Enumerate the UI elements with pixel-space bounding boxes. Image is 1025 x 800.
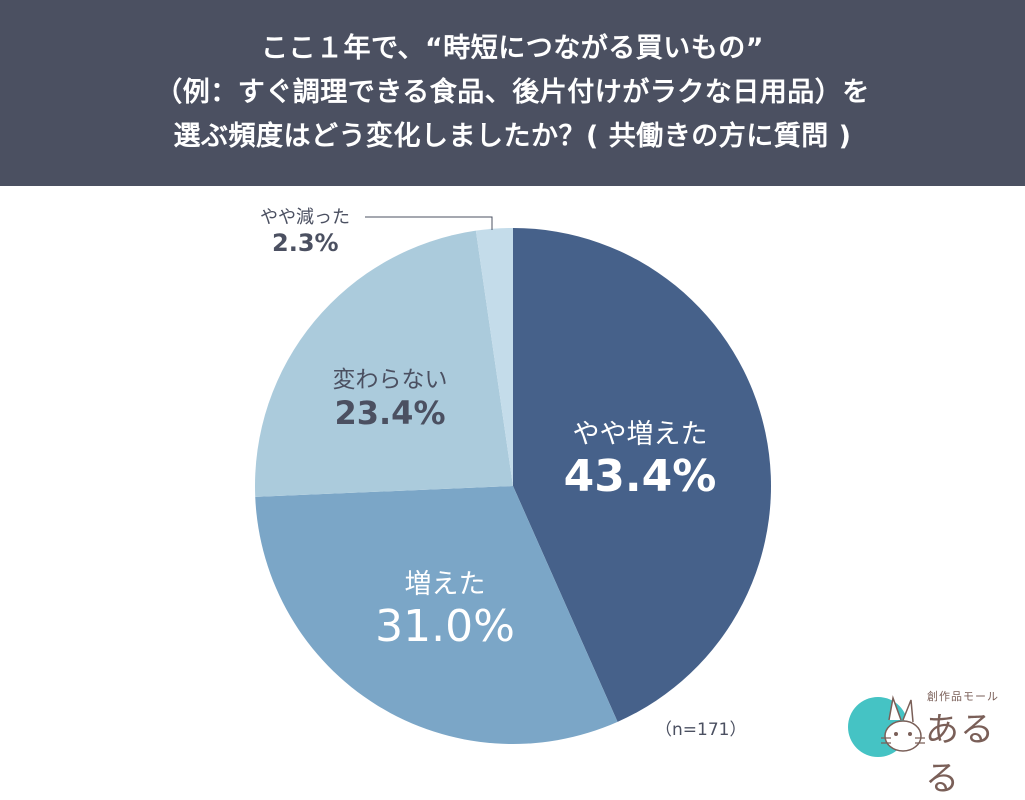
- title-line-2: （例：すぐ調理できる食品、後片付けがラクな日用品）を: [155, 77, 870, 108]
- slice-slightly-increased: [513, 228, 771, 722]
- pie-chart: [255, 216, 771, 744]
- label-name: やや増えた: [572, 419, 708, 450]
- logo-subtitle: 創作品モール: [927, 690, 999, 703]
- rabbit-face-icon: [884, 720, 922, 752]
- label-percent: 2.3%: [272, 229, 339, 257]
- label-name: やや減った: [260, 207, 350, 228]
- label-name: 変わらない: [332, 367, 448, 393]
- label-percent: 23.4%: [334, 394, 446, 432]
- sample-size-note: （n=171）: [655, 720, 747, 740]
- aruru-logo: [848, 695, 925, 757]
- slice-slightly-decreased: [475, 228, 513, 486]
- logo-name: あるる: [925, 710, 995, 799]
- title-line-3: 選ぶ頻度はどう変化しましたか？( 共働きの方に質問 ): [173, 121, 852, 152]
- label-increased: 増えた 31.0%: [365, 562, 525, 652]
- slice-unchanged: [255, 230, 513, 497]
- label-name: 増えた: [404, 569, 486, 600]
- label-percent: 43.4%: [563, 451, 717, 502]
- pie-slices: [255, 228, 771, 744]
- label-slightly-decreased: やや減った 2.3%: [250, 203, 360, 257]
- leader-line: [365, 216, 493, 230]
- slice-increased: [255, 486, 618, 744]
- chart-title-banner: ここ１年で、“時短につながる買いもの” （例：すぐ調理できる食品、後片付けがラク…: [0, 0, 1025, 186]
- label-unchanged: 変わらない 23.4%: [305, 360, 475, 432]
- title-line-1: ここ１年で、“時短につながる買いもの”: [261, 33, 764, 64]
- label-slightly-increased: やや増えた 43.4%: [560, 412, 720, 502]
- label-percent: 31.0%: [375, 601, 515, 652]
- rabbit-ears-icon: [888, 695, 914, 723]
